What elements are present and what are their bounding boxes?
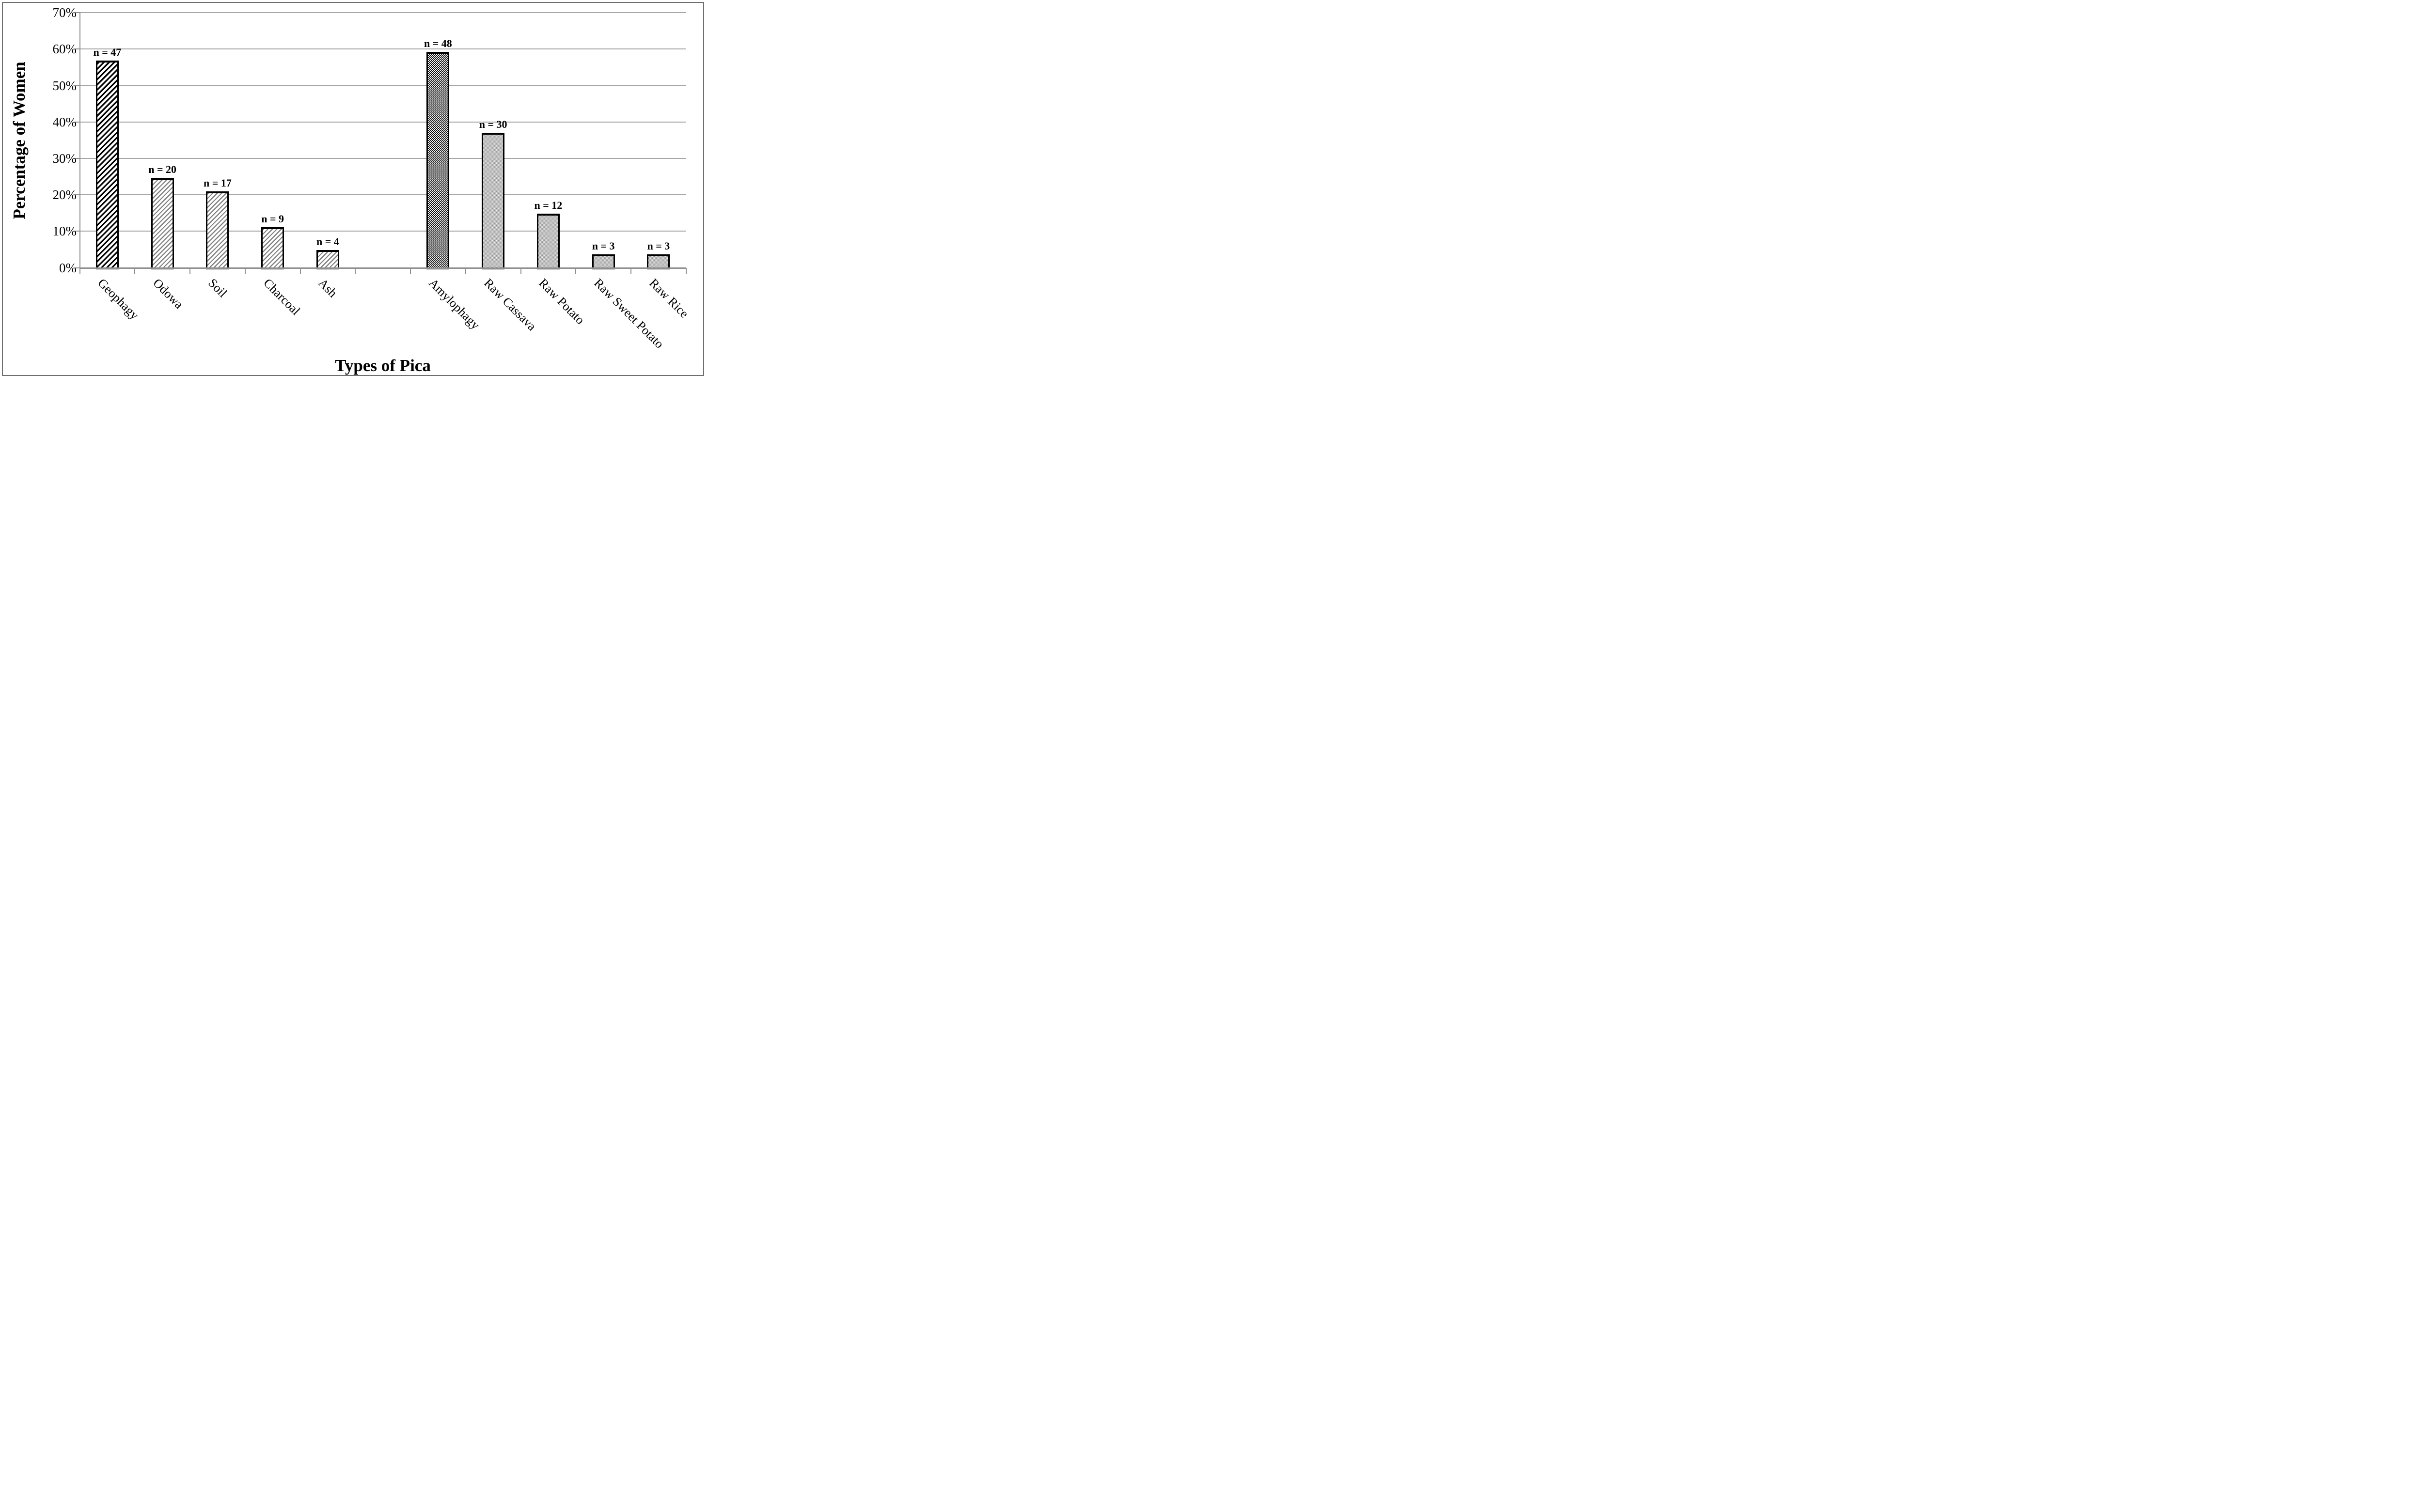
bar-count-label: n = 3: [592, 239, 615, 252]
bar-odowa: [151, 177, 174, 270]
y-tick-label-0%: 0%: [59, 260, 77, 275]
gridline-30%: [79, 157, 686, 159]
bar-count-label: n = 3: [647, 239, 670, 252]
y-tick-label-40%: 40%: [52, 114, 77, 129]
y-tick-label-60%: 60%: [52, 42, 77, 57]
y-tick-40%: [74, 121, 80, 123]
bar-raw-cassava: [482, 133, 505, 270]
y-tick-70%: [74, 12, 80, 14]
y-tick-50%: [74, 85, 80, 86]
bar-amylophagy: [426, 51, 450, 270]
gridline-40%: [79, 121, 686, 123]
x-tick-9: [575, 267, 577, 274]
y-tick-label-30%: 30%: [52, 151, 77, 166]
y-tick-label-10%: 10%: [52, 224, 77, 239]
y-tick-label-70%: 70%: [52, 5, 77, 20]
x-tick-8: [520, 267, 521, 274]
x-tick-6: [410, 267, 411, 274]
x-axis-title-text: Types of Pica: [335, 356, 431, 375]
bar-count-label: n = 17: [203, 176, 232, 189]
bar-count-label: n = 12: [534, 199, 563, 212]
bar-charcoal: [261, 227, 284, 270]
gridline-20%: [79, 194, 686, 196]
figure-border: [2, 2, 704, 376]
bar-count-label: n = 4: [316, 235, 339, 248]
y-tick-30%: [74, 157, 80, 159]
bar-ash: [316, 249, 339, 270]
bar-soil: [206, 191, 229, 270]
bar-raw-potato: [536, 214, 560, 270]
bar-count-label: n = 47: [93, 46, 122, 58]
x-tick-4: [299, 267, 301, 274]
bar-count-label: n = 9: [261, 213, 284, 225]
y-tick-label-50%: 50%: [52, 78, 77, 93]
bar-raw-sweet-potato: [592, 254, 615, 270]
x-tick-1: [134, 267, 136, 274]
pica-bar-chart: Percentage of Women Types of Pica 0% 10% 2…: [0, 0, 706, 378]
x-tick-2: [189, 267, 190, 274]
x-axis-line: [79, 267, 686, 269]
gridline-70%: [79, 12, 686, 14]
gridline-60%: [79, 48, 686, 50]
y-tick-10%: [74, 231, 80, 232]
gridline-10%: [79, 231, 686, 232]
bar-raw-rice: [647, 254, 670, 270]
y-axis-line: [79, 12, 80, 274]
gridline-50%: [79, 85, 686, 86]
y-tick-label-20%: 20%: [52, 187, 77, 203]
x-tick-5: [355, 267, 356, 274]
bar-count-label: n = 30: [479, 118, 507, 131]
x-tick-7: [465, 267, 466, 274]
x-tick-3: [244, 267, 246, 274]
y-tick-60%: [74, 48, 80, 50]
y-tick-20%: [74, 194, 80, 196]
x-tick-10: [630, 267, 631, 274]
y-tick-0%: [74, 267, 80, 268]
bar-count-label: n = 48: [424, 37, 452, 49]
bar-geophagy: [95, 60, 119, 270]
x-tick-11: [685, 267, 687, 274]
bar-count-label: n = 20: [148, 163, 177, 175]
